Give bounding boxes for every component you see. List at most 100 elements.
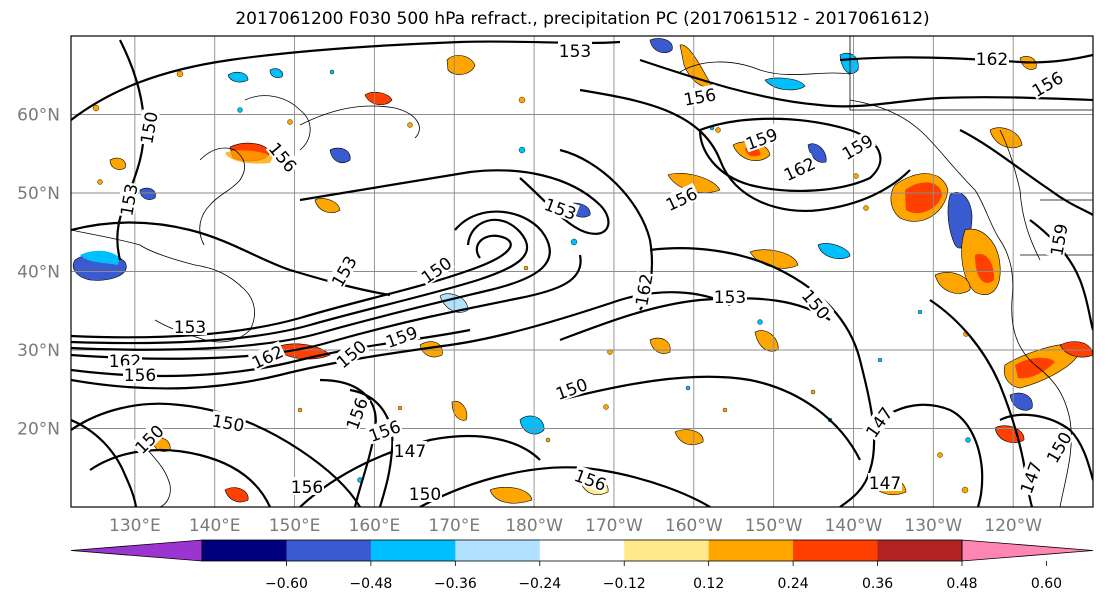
precip-patch [451, 400, 468, 421]
contour-label: 162 [631, 271, 658, 308]
precip-patch [225, 150, 273, 164]
colorbar-tick-label: 0.24 [778, 576, 809, 592]
contour-label: 147 [393, 441, 427, 462]
precip-patch [419, 341, 443, 358]
contour-label-bg [798, 284, 835, 323]
contour-label-bg [1015, 458, 1045, 497]
contour-label-bg [868, 473, 902, 491]
contour-label-bg [326, 251, 360, 291]
colorbar-extend-min [70, 539, 203, 562]
contour-label-bg [130, 420, 167, 457]
contour-label-text: 156 [124, 366, 156, 386]
contour-label: 153 [713, 287, 747, 308]
contour-label-text: 147 [1017, 459, 1047, 496]
contour-label: 156 [290, 477, 324, 498]
contour-label-bg [713, 287, 747, 305]
lon-label: 130°W [904, 516, 962, 536]
precip-patch [764, 77, 806, 91]
contour-label-text: 159 [383, 323, 420, 353]
contour-label-text: 150 [137, 110, 162, 145]
precip-patch [817, 243, 851, 259]
contour-label-text: 153 [541, 195, 578, 225]
precip-patch [1059, 341, 1093, 358]
precip-patch [934, 272, 971, 294]
precip-patch [224, 487, 249, 503]
contour-label: 147 [868, 473, 902, 494]
contour-label: 153 [541, 193, 580, 225]
precip-patch [989, 127, 1023, 149]
contour-label: 156 [681, 84, 718, 111]
contour-label-bg [247, 340, 287, 372]
colorbar-segment [877, 540, 963, 561]
contour-label: 153 [116, 181, 143, 218]
contour-label-text: 153 [559, 42, 591, 62]
lon-label: 160°W [665, 516, 723, 536]
contour-label-text: 153 [117, 182, 142, 217]
contour-label: 156 [123, 365, 157, 386]
contour-label-bg [1027, 66, 1067, 100]
contour-label-text: 147 [869, 474, 901, 494]
colorbar-tick-label: −0.12 [603, 576, 646, 592]
contour-label: 150 [416, 252, 456, 288]
colorbar: −0.60 −0.48 −0.36 −0.24 −0.12 0.12 0.24 0.36 0.4… [70, 539, 1094, 592]
contour-label-bg [1046, 221, 1070, 258]
contour-label: 150 [408, 484, 442, 505]
contour-label-text: 147 [394, 442, 426, 462]
precip-patch [364, 91, 393, 106]
contour-label-bg [558, 41, 592, 59]
contour-label: 156 [1027, 66, 1067, 102]
lon-label: 170°W [585, 516, 643, 536]
lon-label: 160°E [349, 516, 401, 536]
lon-label: 150°W [745, 516, 803, 536]
contour-label-text: 162 [632, 272, 657, 307]
contour-label-text: 159 [743, 125, 780, 155]
lon-label: 180°W [505, 516, 563, 536]
contour-label: 153 [558, 41, 592, 62]
contour-label: 150 [552, 373, 591, 405]
contour-label: 150 [210, 410, 247, 437]
precip-patch [839, 52, 859, 74]
contour-label-bg [108, 351, 142, 369]
contour-label-bg [210, 410, 247, 434]
map-frame [70, 35, 1094, 508]
plot-title: 2017061200 F030 500 hPa refract., precip… [235, 9, 930, 29]
precip-patch [314, 198, 341, 213]
contour-label: 159 [837, 129, 877, 165]
precip-patch [905, 182, 942, 214]
precip-patch [139, 187, 156, 200]
contour-label-bg [331, 335, 370, 372]
contour-label-bg [290, 477, 324, 495]
precip-patch [649, 337, 671, 354]
colorbar-tick-label: 0.60 [1031, 576, 1062, 592]
contour-label-bg [837, 129, 877, 163]
contour-label-bg [861, 402, 896, 441]
lat-label: 60°N [17, 106, 60, 126]
colorbar-tick-label: 0.48 [946, 576, 977, 592]
contour-label-text: 159 [839, 131, 877, 165]
colorbar-frame [201, 539, 963, 562]
contour-label: 147 [861, 402, 897, 442]
lat-label: 40°N [17, 263, 60, 283]
contour-label-bg [173, 317, 207, 335]
contour-label: 147 [1015, 458, 1047, 497]
contour-label-bg [416, 252, 455, 287]
contour-label-bg [1041, 427, 1075, 467]
colorbar-tick-label: −0.24 [518, 576, 561, 592]
precip-patch [754, 330, 779, 352]
colorbar-segment [708, 540, 794, 561]
longitude-axis-labels: 130°E 140°E 150°E 160°E 170°E 180°W 170°W 160°W… [109, 516, 1042, 536]
precip-patch [269, 68, 283, 78]
colorbar-tick-label: −0.36 [434, 576, 477, 592]
lon-label: 130°E [109, 516, 161, 536]
contour-label-bg [779, 152, 819, 184]
contour-label-bg [116, 181, 140, 218]
contour-label-bg [408, 484, 442, 502]
colorbar-tick-label: 0.36 [862, 576, 893, 592]
contour-label-bg [661, 182, 701, 214]
colorbar-tick-label: −0.60 [265, 576, 308, 592]
precip-patch [975, 253, 995, 283]
contour-label-bg [123, 365, 157, 383]
contour-label-bg [631, 271, 655, 308]
